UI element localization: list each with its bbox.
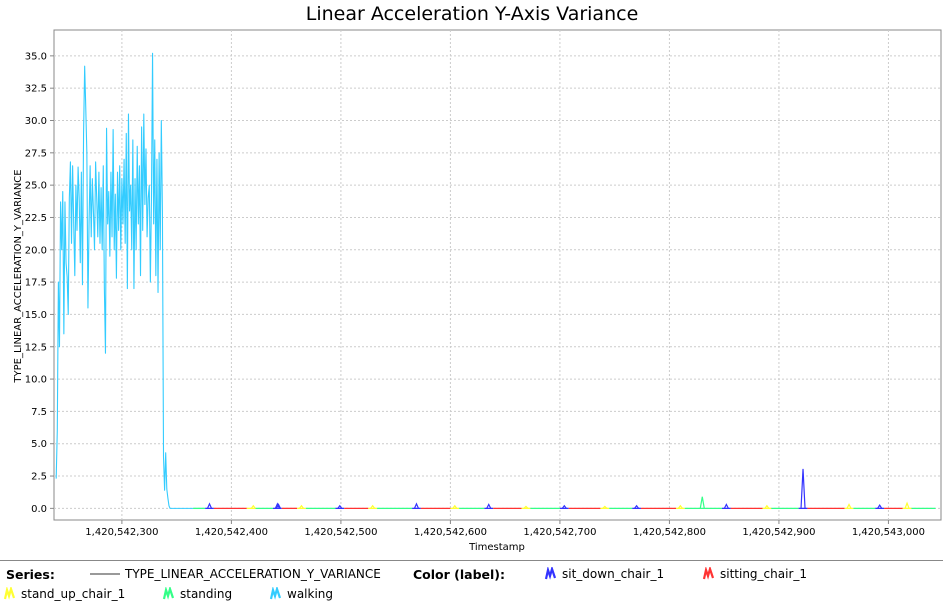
plot-area [53, 29, 942, 521]
y-tick-label: 7.5 [31, 407, 47, 418]
legend-series-item: TYPE_LINEAR_ACCELERATION_Y_VARIANCE [90, 567, 381, 581]
series-spike-stand_up_chair_1 [846, 503, 852, 509]
legend-item-sitting-chair-1: sitting_chair_1 [701, 567, 807, 581]
y-axis-label: TYPE_LINEAR_ACCELERATION_Y_VARIANCE [13, 169, 24, 383]
series-spike-stand_up_chair_1 [602, 505, 608, 509]
x-tick-label: 1,420,542,500 [304, 527, 377, 538]
legend-color-heading: Color (label): [413, 566, 506, 582]
x-axis-label: Timestamp [468, 542, 525, 553]
legend-item-walking: walking [268, 587, 333, 601]
y-tick-label: 12.5 [25, 342, 47, 353]
axis-ticks: 1,420,542,300 1,420,542,400 1,420,542,500 1… [25, 51, 925, 538]
legend-symbol-sit-down-chair-1 [544, 567, 557, 580]
y-tick-label: 32.5 [25, 84, 47, 95]
y-tick-label: 27.5 [25, 148, 47, 159]
chart-title: Linear Acceleration Y-Axis Variance [306, 3, 639, 25]
y-tick-label: 30.0 [25, 116, 47, 127]
series-spike-sit_down_chair_1 [274, 502, 280, 509]
legend: Series: TYPE_LINEAR_ACCELERATION_Y_VARIA… [0, 560, 943, 607]
legend-symbol-sitting-chair-1 [702, 567, 715, 580]
series-spike-sit_down_chair_1 [413, 502, 420, 509]
series-spike-stand_up_chair_1 [299, 504, 304, 509]
series-spike-stand_up_chair_1 [452, 504, 458, 509]
series-spike-sit_down_chair_1 [800, 468, 806, 509]
legend-label-standing: standing [180, 587, 233, 601]
series-spike-sit_down_chair_1 [275, 503, 282, 509]
legend-series-heading: Series: [6, 566, 55, 582]
x-tick-label: 1,420,542,700 [523, 527, 596, 538]
legend-label-sit-down-chair-1: sit_down_chair_1 [562, 567, 665, 581]
legend-symbol-standing [162, 587, 175, 600]
series-spike-sit_down_chair_1 [206, 502, 213, 509]
legend-label-stand-up-chair-1: stand_up_chair_1 [21, 587, 126, 601]
series-spike-sit_down_chair_1 [877, 503, 883, 509]
data-series [55, 52, 936, 510]
x-tick-label: 1,420,542,900 [742, 527, 815, 538]
grid-lines [54, 30, 941, 520]
series-spike-standing [699, 496, 705, 509]
series-spike-stand_up_chair_1 [523, 505, 529, 509]
y-tick-label: 25.0 [25, 181, 47, 192]
legend-item-sit-down-chair-1: sit_down_chair_1 [543, 567, 664, 581]
legend-label-walking: walking [287, 587, 334, 601]
legend-series-name: TYPE_LINEAR_ACCELERATION_Y_VARIANCE [125, 567, 381, 581]
y-tick-label: 2.5 [31, 472, 47, 483]
y-tick-label: 35.0 [25, 51, 47, 62]
series-spike-stand_up_chair_1 [370, 504, 376, 509]
legend-item-standing: standing [161, 587, 232, 601]
legend-series-line [90, 573, 120, 575]
x-tick-label: 1,420,542,300 [85, 527, 158, 538]
x-tick-label: 1,420,542,800 [633, 527, 706, 538]
series-spike-sit_down_chair_1 [337, 504, 343, 509]
series-line-walking [55, 52, 194, 509]
y-tick-label: 15.0 [25, 310, 47, 321]
series-spike-stand_up_chair_1 [677, 504, 683, 509]
series-spike-sit_down_chair_1 [634, 504, 640, 509]
series-spike-sit_down_chair_1 [723, 503, 729, 509]
legend-label-sitting-chair-1: sitting_chair_1 [720, 567, 808, 581]
y-tick-label: 0.0 [31, 504, 47, 515]
y-tick-label: 5.0 [31, 439, 47, 450]
series-spike-sit_down_chair_1 [561, 504, 567, 509]
legend-symbol-walking [269, 587, 282, 600]
series-spike-sit_down_chair_1 [486, 503, 492, 509]
y-tick-label: 20.0 [25, 245, 47, 256]
legend-symbol-stand-up-chair-1 [3, 587, 16, 600]
y-tick-label: 10.0 [25, 375, 47, 386]
y-tick-label: 22.5 [25, 213, 47, 224]
chart: Linear Acceleration Y-Axis Variance 1,42… [13, 3, 942, 553]
x-tick-label: 1,420,542,600 [414, 527, 487, 538]
series-spike-stand_up_chair_1 [250, 504, 256, 509]
series-spike-stand_up_chair_1 [904, 501, 910, 509]
y-tick-label: 17.5 [25, 278, 47, 289]
series-spike-stand_up_chair_1 [764, 504, 770, 509]
x-tick-label: 1,420,542,400 [195, 527, 268, 538]
legend-item-stand-up-chair-1: stand_up_chair_1 [2, 587, 125, 601]
x-tick-label: 1,420,543,000 [852, 527, 925, 538]
